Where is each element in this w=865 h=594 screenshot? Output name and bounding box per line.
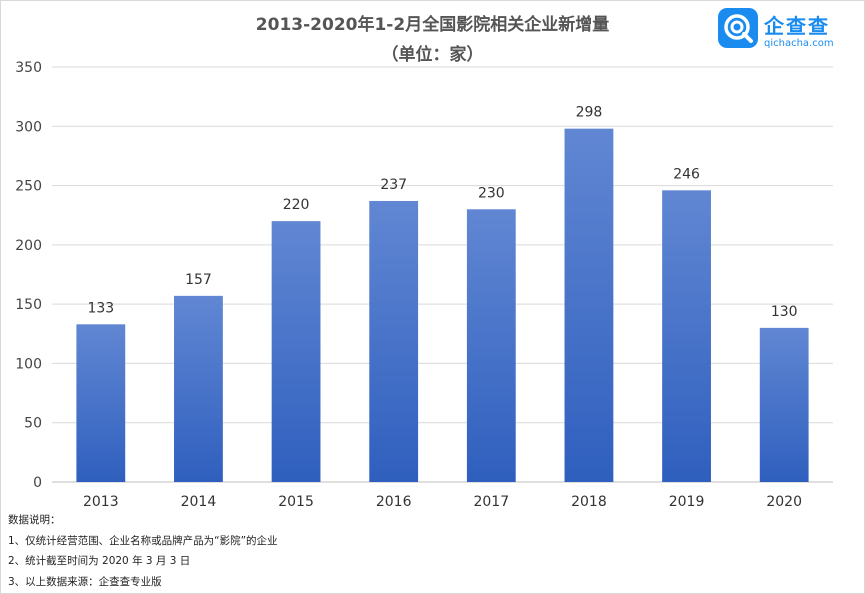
logo-icon	[718, 8, 758, 48]
y-tick-label: 50	[24, 416, 42, 432]
y-axis-ticks: 0 50 100 150 200 250 300 350	[15, 60, 42, 491]
x-tick-label-2016: 2016	[376, 494, 412, 510]
bar-2019	[662, 190, 711, 483]
bar-2020	[759, 327, 809, 482]
data-label-2015: 220	[283, 197, 310, 213]
note-line-2: 2、统计截至时间为 2020 年 3 月 3 日	[8, 555, 191, 567]
logo-url: qichacha.com	[764, 38, 834, 49]
x-tick-label-2013: 2013	[83, 494, 119, 510]
y-tick-label: 350	[15, 60, 42, 76]
y-tick-label: 100	[15, 356, 42, 372]
data-label-2013: 133	[87, 300, 114, 316]
y-tick-label: 250	[15, 179, 42, 195]
data-label-2014: 157	[185, 272, 212, 288]
data-labels: 133 157 220 237 230 298 246 130	[87, 105, 797, 320]
x-tick-label-2014: 2014	[181, 494, 217, 510]
data-label-2020: 130	[771, 304, 798, 320]
x-tick-label-2020: 2020	[766, 494, 802, 510]
brand-logo: 企查查 qichacha.com	[718, 8, 848, 52]
data-notes: 数据说明： 1、仅统计经营范围、企业名称或品牌产品为“影院”的企业 2、统计截至…	[8, 510, 278, 592]
note-line-1: 1、仅统计经营范围、企业名称或品牌产品为“影院”的企业	[8, 534, 278, 547]
bar-2017	[466, 209, 516, 483]
chart-title: 2013-2020年1-2月全国影院相关企业新增量	[255, 15, 610, 35]
bar-2014	[174, 295, 223, 482]
y-tick-label: 200	[15, 238, 42, 254]
bar-2018	[564, 128, 614, 482]
chart-subtitle: （单位：家）	[381, 45, 484, 65]
y-tick-label: 300	[15, 119, 42, 135]
data-label-2016: 237	[380, 177, 407, 193]
note-line-3: 3、以上数据来源：企查查专业版	[8, 575, 162, 588]
x-tick-label-2017: 2017	[473, 494, 509, 510]
x-tick-label-2019: 2019	[669, 494, 705, 510]
x-axis-ticks: 2013 2014 2015 2016 2017 2018 2019 2020	[83, 494, 802, 510]
bar-2013	[76, 324, 126, 482]
y-tick-label: 0	[33, 475, 42, 491]
y-tick-label: 150	[15, 297, 42, 313]
notes-heading: 数据说明：	[8, 514, 61, 526]
logo-name: 企查查	[764, 14, 830, 38]
bar-2015	[271, 221, 321, 482]
data-label-2018: 298	[576, 105, 603, 121]
x-tick-label-2015: 2015	[278, 494, 314, 510]
bar-2016	[369, 200, 419, 482]
data-label-2017: 230	[478, 185, 505, 201]
bars	[76, 128, 809, 483]
gridlines	[52, 66, 833, 483]
x-tick-label-2018: 2018	[571, 494, 607, 510]
data-label-2019: 246	[673, 166, 700, 182]
